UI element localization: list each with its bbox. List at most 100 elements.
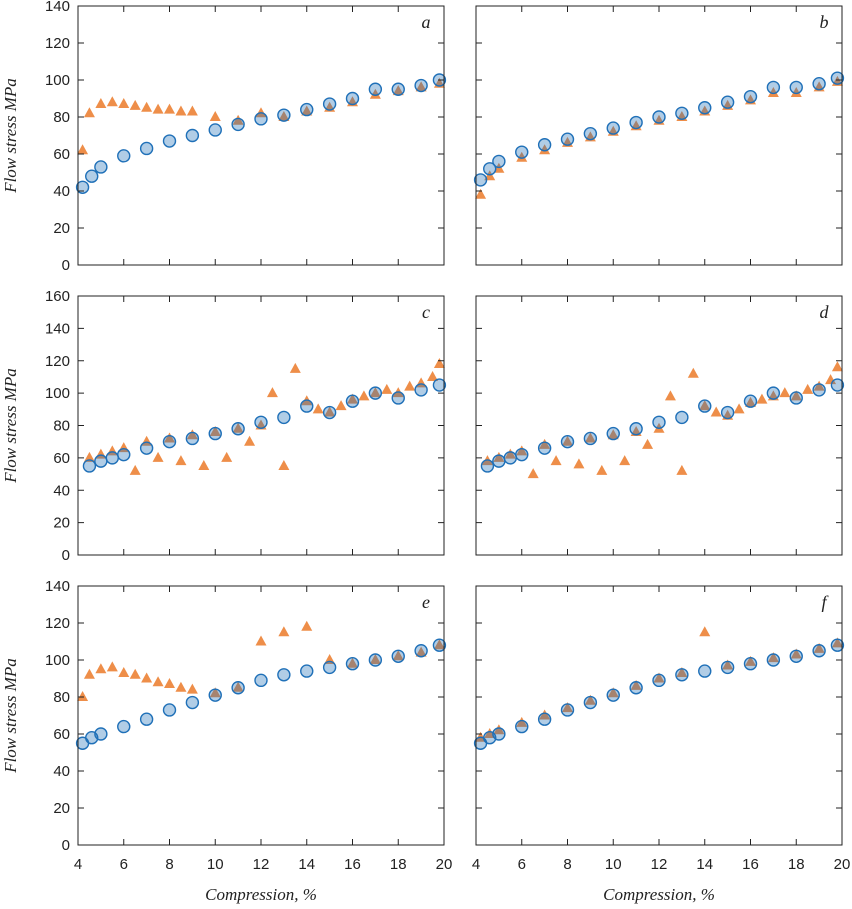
- triangle-point-f-5: [562, 702, 573, 713]
- circle-point-c-5: [162, 434, 177, 449]
- y-tick-label-e-6: 120: [45, 615, 70, 632]
- triangle-point-e-19: [392, 650, 404, 661]
- triangle-point-f-7: [607, 687, 619, 698]
- circle-point-a-5: [162, 134, 177, 148]
- circle-point-b-12: [720, 95, 735, 109]
- circle-point-f-17: [830, 638, 845, 652]
- x-tick-label-e-4: 12: [253, 856, 270, 873]
- y-tick-label-e-4: 80: [53, 689, 70, 706]
- triangle-point-d-12: [619, 455, 631, 466]
- circle-point-f-10: [675, 668, 689, 682]
- circle-point-b-6: [583, 126, 598, 141]
- circle-point-c-14: [368, 386, 383, 400]
- y-tick-label-c-1: 20: [53, 515, 70, 532]
- triangle-point-a-18: [369, 88, 381, 99]
- circle-point-e-8: [231, 681, 245, 695]
- triangle-point-e-20: [415, 646, 427, 657]
- x-tick-label-f-2: 8: [563, 856, 571, 873]
- circle-point-c-0: [82, 459, 97, 473]
- circle-point-a-7: [208, 123, 222, 137]
- circle-point-c-16: [414, 383, 428, 397]
- plot-frame-f: [475, 585, 843, 846]
- circle-point-f-13: [743, 657, 758, 671]
- circle-point-b-3: [515, 145, 529, 159]
- triangle-point-d-19: [699, 400, 711, 411]
- circle-point-d-16: [812, 383, 826, 397]
- y-tick-label-a-1: 20: [53, 220, 70, 237]
- triangle-point-a-6: [141, 101, 153, 112]
- circle-point-c-9: [254, 415, 268, 429]
- triangle-point-f-15: [790, 648, 802, 659]
- circle-point-b-8: [629, 115, 643, 130]
- circle-point-e-7: [208, 688, 222, 702]
- triangle-point-d-20: [710, 406, 722, 417]
- x-tick-label-e-3: 10: [207, 856, 224, 873]
- circle-point-c-17: [432, 378, 447, 392]
- triangle-point-d-2: [504, 448, 516, 459]
- triangle-point-c-11: [209, 425, 221, 436]
- triangle-point-f-17: [831, 637, 843, 648]
- triangle-point-d-31: [831, 361, 843, 372]
- circle-point-f-16: [812, 644, 826, 658]
- triangle-point-c-6: [152, 451, 164, 462]
- circle-point-d-5: [560, 434, 575, 449]
- triangle-point-a-2: [95, 98, 107, 109]
- circle-point-e-15: [391, 649, 405, 663]
- circle-point-d-11: [698, 399, 712, 413]
- circle-point-f-12: [720, 660, 735, 675]
- circle-point-c-4: [139, 441, 154, 455]
- triangle-point-d-1: [493, 451, 505, 462]
- x-tick-label-f-1: 6: [518, 856, 526, 873]
- circle-point-a-11: [300, 102, 314, 117]
- triangle-point-c-16: [266, 387, 278, 398]
- triangle-point-c-4: [129, 464, 141, 475]
- y-tick-label-c-3: 60: [53, 450, 70, 467]
- circle-point-e-6: [185, 695, 200, 710]
- circle-point-c-1: [94, 454, 108, 468]
- circle-point-e-13: [345, 657, 360, 671]
- triangle-point-c-28: [404, 380, 416, 391]
- x-tick-label-f-6: 16: [742, 856, 759, 873]
- triangle-point-f-4: [539, 709, 551, 720]
- x-tick-label-e-7: 18: [390, 856, 407, 873]
- circle-point-e-9: [254, 673, 268, 688]
- circle-point-a-13: [345, 91, 360, 106]
- triangle-point-d-27: [790, 390, 802, 401]
- circle-point-e-16: [414, 644, 428, 658]
- triangle-point-c-14: [244, 435, 256, 446]
- triangle-point-d-17: [676, 464, 688, 475]
- circle-point-b-4: [537, 138, 552, 152]
- circle-point-d-8: [629, 422, 643, 436]
- triangle-point-e-7: [152, 676, 164, 687]
- triangle-point-e-12: [232, 681, 244, 692]
- y-tick-label-a-0: 0: [62, 257, 70, 274]
- circle-point-d-4: [537, 441, 552, 455]
- triangle-point-a-4: [118, 98, 130, 109]
- circle-point-f-8: [629, 681, 643, 695]
- triangle-point-b-4: [539, 144, 551, 155]
- triangle-point-c-18: [289, 362, 301, 373]
- circle-point-d-15: [789, 391, 803, 405]
- triangle-point-c-31: [433, 357, 445, 368]
- circle-point-d-13: [743, 394, 758, 408]
- y-axis-title-c: Flow stress MPa: [1, 368, 20, 484]
- triangle-point-d-9: [584, 432, 596, 443]
- y-tick-label-a-2: 40: [53, 183, 70, 200]
- triangle-point-f-13: [745, 655, 756, 666]
- circle-point-b-10: [675, 106, 689, 121]
- circle-point-b-7: [606, 121, 620, 135]
- x-tick-label-e-6: 16: [344, 856, 361, 873]
- triangle-point-d-10: [596, 464, 608, 475]
- y-tick-label-e-7: 140: [45, 578, 70, 595]
- triangle-point-f-2: [493, 724, 505, 735]
- circle-point-e-17: [432, 638, 447, 652]
- triangle-point-a-11: [209, 111, 221, 121]
- triangle-point-e-9: [175, 681, 187, 692]
- y-tick-label-a-5: 100: [45, 72, 70, 89]
- circle-point-e-10: [277, 668, 291, 682]
- x-tick-label-f-3: 10: [605, 856, 622, 873]
- triangle-point-f-9: [653, 672, 665, 683]
- triangle-point-c-17: [278, 459, 290, 470]
- circle-point-f-2: [492, 727, 506, 741]
- circle-point-b-5: [560, 132, 575, 146]
